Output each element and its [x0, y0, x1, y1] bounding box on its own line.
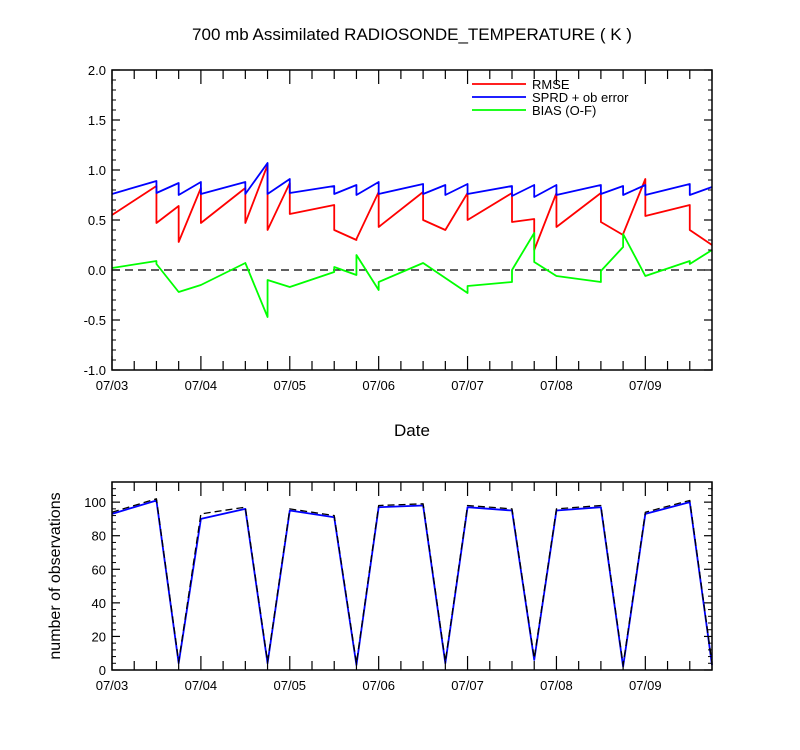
- legend-label: RMSE: [532, 77, 570, 92]
- top-x-axis: 07/03 07/04 07/05 07/06 07/07 07/08 07/09: [96, 70, 713, 393]
- x-tick-label: 07/09: [629, 678, 662, 693]
- series-line-sprd-ob-error: [111, 162, 713, 198]
- y-tick-label: 1.0: [88, 163, 106, 178]
- y-tick-label: 80: [92, 529, 106, 544]
- series-line-observations-possible: [111, 498, 713, 666]
- x-tick-label: 07/03: [96, 378, 129, 393]
- y-tick-label: 1.5: [88, 113, 106, 128]
- y-tick-label: -1.0: [84, 363, 106, 378]
- y-tick-label: 60: [92, 562, 106, 577]
- y-tick-label: 0.5: [88, 213, 106, 228]
- y-tick-label: 2.0: [88, 63, 106, 78]
- x-tick-label: 07/04: [185, 378, 218, 393]
- series-line-bias-o-f: [111, 232, 713, 318]
- x-tick-label: 07/04: [185, 678, 218, 693]
- y-tick-label: 0.0: [88, 263, 106, 278]
- top-chart-title: 700 mb Assimilated RADIOSONDE_TEMPERATUR…: [192, 25, 632, 44]
- legend-label: BIAS (O-F): [532, 103, 596, 118]
- x-tick-label: 07/07: [451, 378, 484, 393]
- x-tick-label: 07/06: [362, 678, 395, 693]
- bottom-plot-frame: [111, 481, 713, 671]
- x-tick-label: 07/08: [540, 678, 573, 693]
- y-tick-label: 40: [92, 596, 106, 611]
- top-plot-frame: [111, 69, 713, 371]
- y-tick-label: 20: [92, 629, 106, 644]
- bottom-y-axis: 0 20 40 60 80 100: [84, 488, 712, 678]
- series-line-observations-used: [111, 499, 713, 668]
- y-tick-label: 100: [84, 495, 106, 510]
- x-tick-label: 07/03: [96, 678, 129, 693]
- top-x-axis-label: Date: [394, 421, 430, 440]
- series-line-rmse: [111, 164, 713, 251]
- bottom-x-axis: 07/03 07/04 07/05 07/06 07/07 07/08 07/09: [96, 482, 713, 693]
- x-tick-label: 07/09: [629, 378, 662, 393]
- bottom-series-group: [111, 498, 713, 668]
- top-series-group: [111, 162, 713, 318]
- x-tick-label: 07/05: [274, 678, 307, 693]
- top-y-axis: -1.0 -0.5 0.0 0.5 1.0 1.5 2.0: [84, 63, 712, 378]
- x-tick-label: 07/07: [451, 678, 484, 693]
- x-tick-label: 07/05: [274, 378, 307, 393]
- y-tick-label: 0: [99, 663, 106, 678]
- x-tick-label: 07/08: [540, 378, 573, 393]
- bottom-y-axis-label: number of observations: [47, 492, 64, 659]
- x-tick-label: 07/06: [362, 378, 395, 393]
- legend-label: SPRD + ob error: [532, 90, 629, 105]
- y-tick-label: -0.5: [84, 313, 106, 328]
